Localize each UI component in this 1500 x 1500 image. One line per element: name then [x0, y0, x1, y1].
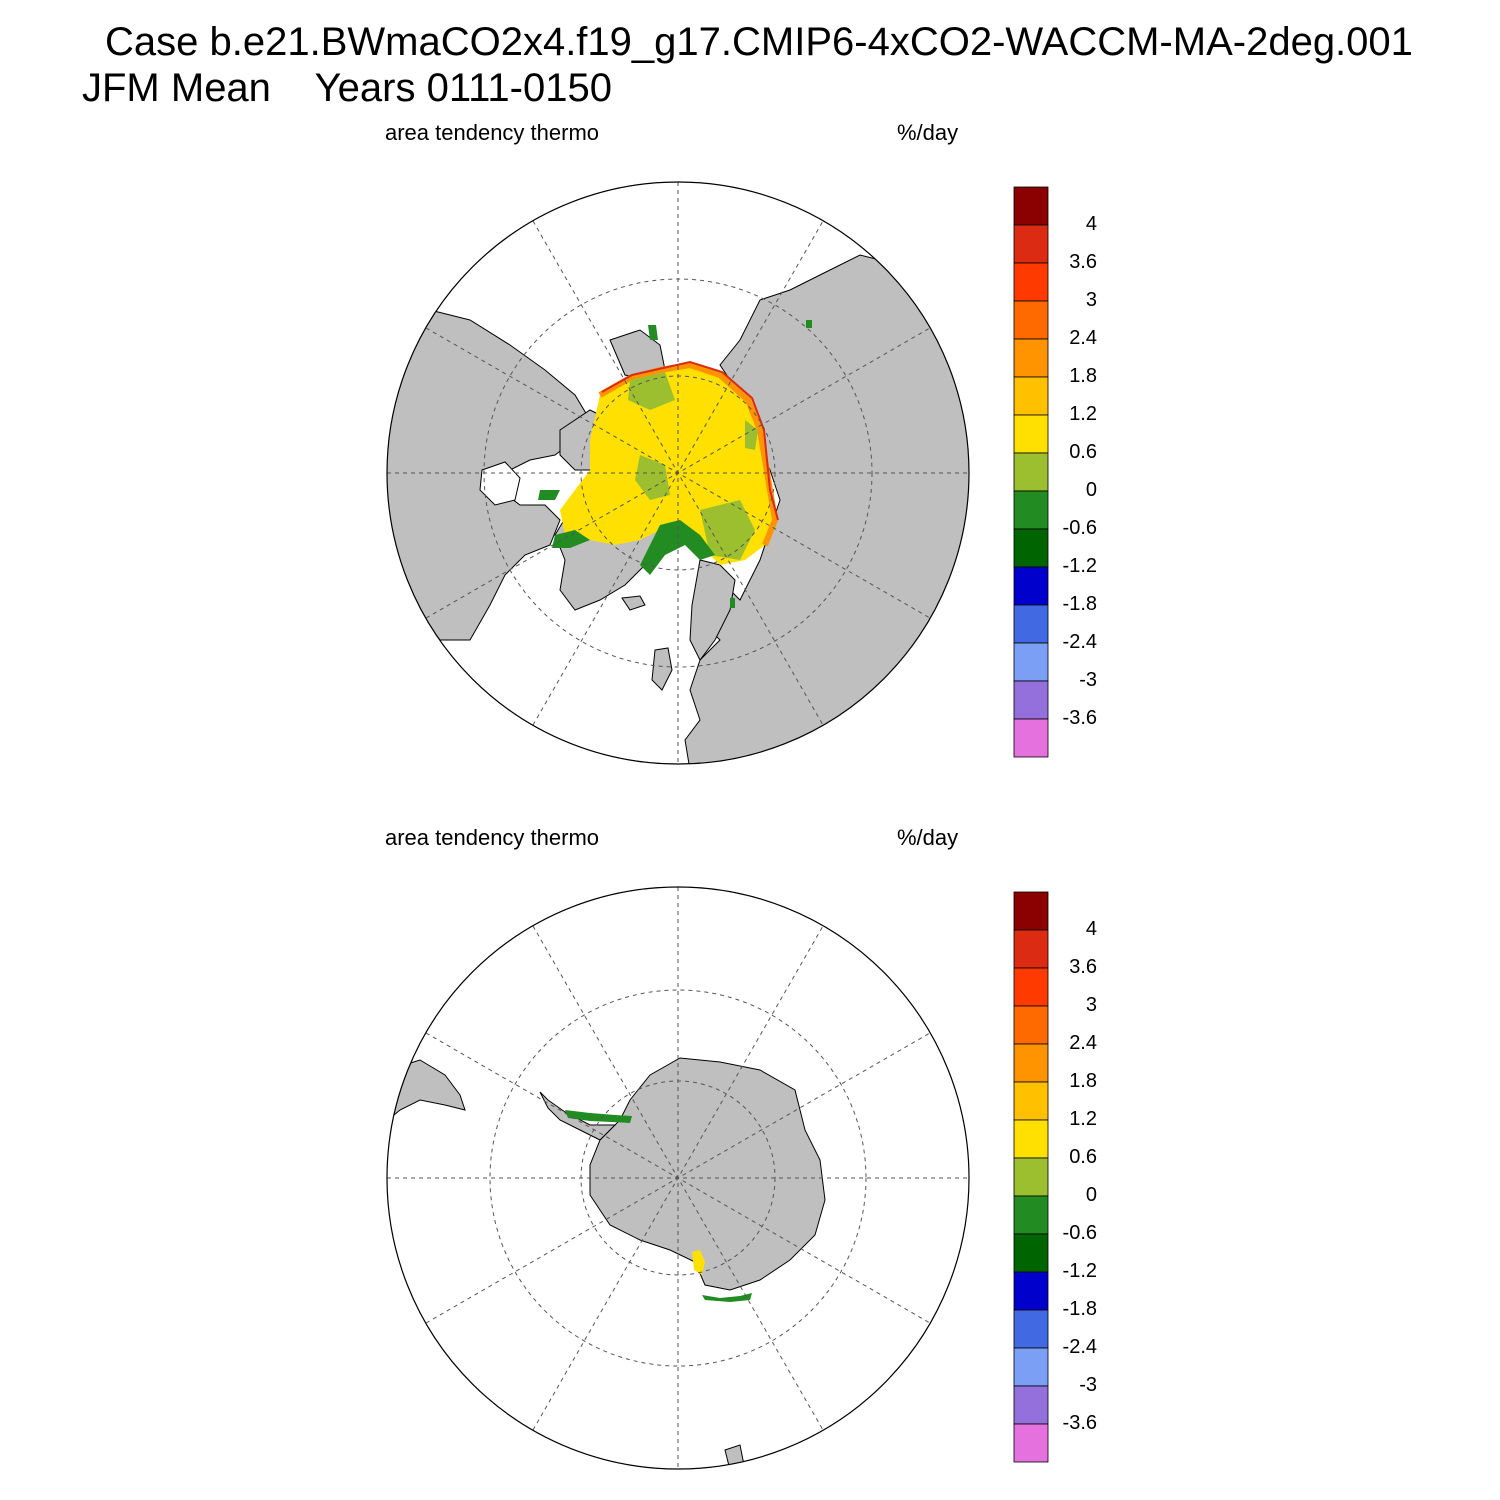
colorbar-panel1-swatch [1013, 414, 1049, 454]
colorbar-panel1-tick-label: 4 [1085, 213, 1097, 235]
colorbar-panel1-tick-label: 0.6 [1069, 441, 1097, 463]
arctic-map [386, 181, 970, 765]
sea-ice-tendency-red-edge [601, 360, 779, 521]
sea-ice-tendency-green-1 [640, 520, 715, 575]
colorbar-panel2-swatch [1013, 1005, 1049, 1045]
colorbar-panel1-tick-label: 3.6 [1069, 251, 1097, 273]
colorbar-panel2-swatch [1013, 891, 1049, 931]
arctic-graticule [387, 182, 969, 764]
sea-ice-tendency-light-green-4 [745, 420, 758, 450]
colorbar-panel2-tick-label: 2.4 [1069, 1032, 1097, 1054]
colorbar-panel2-tick-label: 0 [1085, 1184, 1097, 1206]
colorbar-panel2-tick-label: -0.6 [1062, 1222, 1097, 1244]
colorbar-panel1-swatch [1013, 718, 1049, 758]
antarctic-map-border [386, 886, 970, 1470]
colorbar-panel2-tick-label: 0.6 [1069, 1146, 1097, 1168]
panel1-units-label: %/day [897, 120, 959, 145]
iceland-land [621, 595, 646, 611]
colorbar-panel2-swatch [1013, 1271, 1049, 1311]
colorbar-panel1-swatch [1013, 490, 1049, 530]
british-isles-land [651, 647, 673, 691]
colorbar-panel1-swatch [1013, 604, 1049, 644]
colorbar-panel1-swatch [1013, 338, 1049, 378]
sea-ice-tendency-light-green-1 [628, 372, 675, 410]
colorbar-panel2-swatch [1013, 1043, 1049, 1083]
colorbar-panel1-swatch [1013, 376, 1049, 416]
colorbar-panel1 [1013, 186, 1049, 758]
colorbar-panel1-tick-label: -1.8 [1062, 593, 1097, 615]
panel1-variable-label: area tendency thermo [385, 120, 600, 145]
colorbar-panel2-tick-label: -1.2 [1062, 1260, 1097, 1282]
sea-ice-tendency-green-2 [552, 530, 590, 548]
antarctic-map [386, 886, 970, 1470]
colorbar-panel1-tick-label: -3.6 [1062, 707, 1097, 729]
colorbar-panel2-swatch [1013, 1347, 1049, 1387]
colorbar-panel2 [1013, 891, 1049, 1463]
antarctic-peninsula-land [539, 1091, 617, 1141]
colorbar-panel1-tick-label: -3 [1079, 669, 1097, 691]
colorbar-panel1-tick-label: -1.2 [1062, 555, 1097, 577]
weddell-sea-ice-tendency [565, 1110, 632, 1123]
panel2-variable-label: area tendency thermo [385, 825, 600, 850]
sea-ice-tendency-green-6 [730, 598, 735, 608]
colorbar-panel2-tick-label: 1.8 [1069, 1070, 1097, 1092]
ross-sea-ice-tendency-green [702, 1293, 752, 1302]
colorbar-panel2-swatch [1013, 1157, 1049, 1197]
colorbar-panel2-tick-label: 3 [1085, 994, 1097, 1016]
colorbar-panel1-swatch [1013, 262, 1049, 302]
colorbar-panel1-tick-label: 1.8 [1069, 365, 1097, 387]
colorbar-panel2-tick-label: -3.6 [1062, 1412, 1097, 1434]
colorbar-panel1-tick-label: 1.2 [1069, 403, 1097, 425]
colorbar-panel1-swatch [1013, 300, 1049, 340]
colorbar-panel2-swatch [1013, 1195, 1049, 1235]
colorbar-panel2-swatch [1013, 1309, 1049, 1349]
sea-ice-tendency-green-3 [538, 490, 560, 500]
colorbar-panel1-swatch [1013, 642, 1049, 682]
colorbar-panel2-tick-label: -1.8 [1062, 1298, 1097, 1320]
colorbar-panel2-tick-label: 4 [1085, 918, 1097, 940]
figure-title-line1: Case b.e21.BWmaCO2x4.f19_g17.CMIP6-4xCO2… [105, 20, 1413, 64]
colorbar-panel2-swatch [1013, 1081, 1049, 1121]
antarctica-land [589, 1057, 826, 1291]
sea-ice-tendency-light-green-3 [700, 500, 755, 560]
sea-ice-tendency-green-4 [648, 325, 658, 340]
colorbar-panel2-tick-label: -3 [1079, 1374, 1097, 1396]
antarctic-graticule [387, 887, 969, 1469]
colorbar-panel1-swatch [1013, 452, 1049, 492]
colorbar-panel1-tick-label: 3 [1085, 289, 1097, 311]
colorbar-panel1-tick-label: 0 [1085, 479, 1097, 501]
colorbar-panel2-tick-label: 3.6 [1069, 956, 1097, 978]
colorbar-panel1-tick-label: -0.6 [1062, 517, 1097, 539]
colorbar-panel2-tick-label: -2.4 [1062, 1336, 1097, 1358]
figure-title-line2: JFM Mean Years 0111-0150 [82, 66, 612, 110]
colorbar-panel2-swatch [1013, 1423, 1049, 1463]
colorbar-panel1-tick-label: -2.4 [1062, 631, 1097, 653]
scandinavia-land [689, 559, 736, 661]
sea-ice-tendency-light-green-2 [635, 455, 670, 500]
panel2-units-label: %/day [897, 825, 959, 850]
arctic-map-border [386, 181, 970, 765]
colorbar-panel2-tick-label: 1.2 [1069, 1108, 1097, 1130]
colorbar-panel1-tick-label: 2.4 [1069, 327, 1097, 349]
ross-sea-ice-tendency-yellow [692, 1250, 705, 1275]
sea-ice-tendency-green-5 [806, 320, 812, 328]
colorbar-panel2-swatch [1013, 1233, 1049, 1273]
colorbar-panel2-swatch [1013, 929, 1049, 969]
colorbar-panel2-swatch [1013, 967, 1049, 1007]
